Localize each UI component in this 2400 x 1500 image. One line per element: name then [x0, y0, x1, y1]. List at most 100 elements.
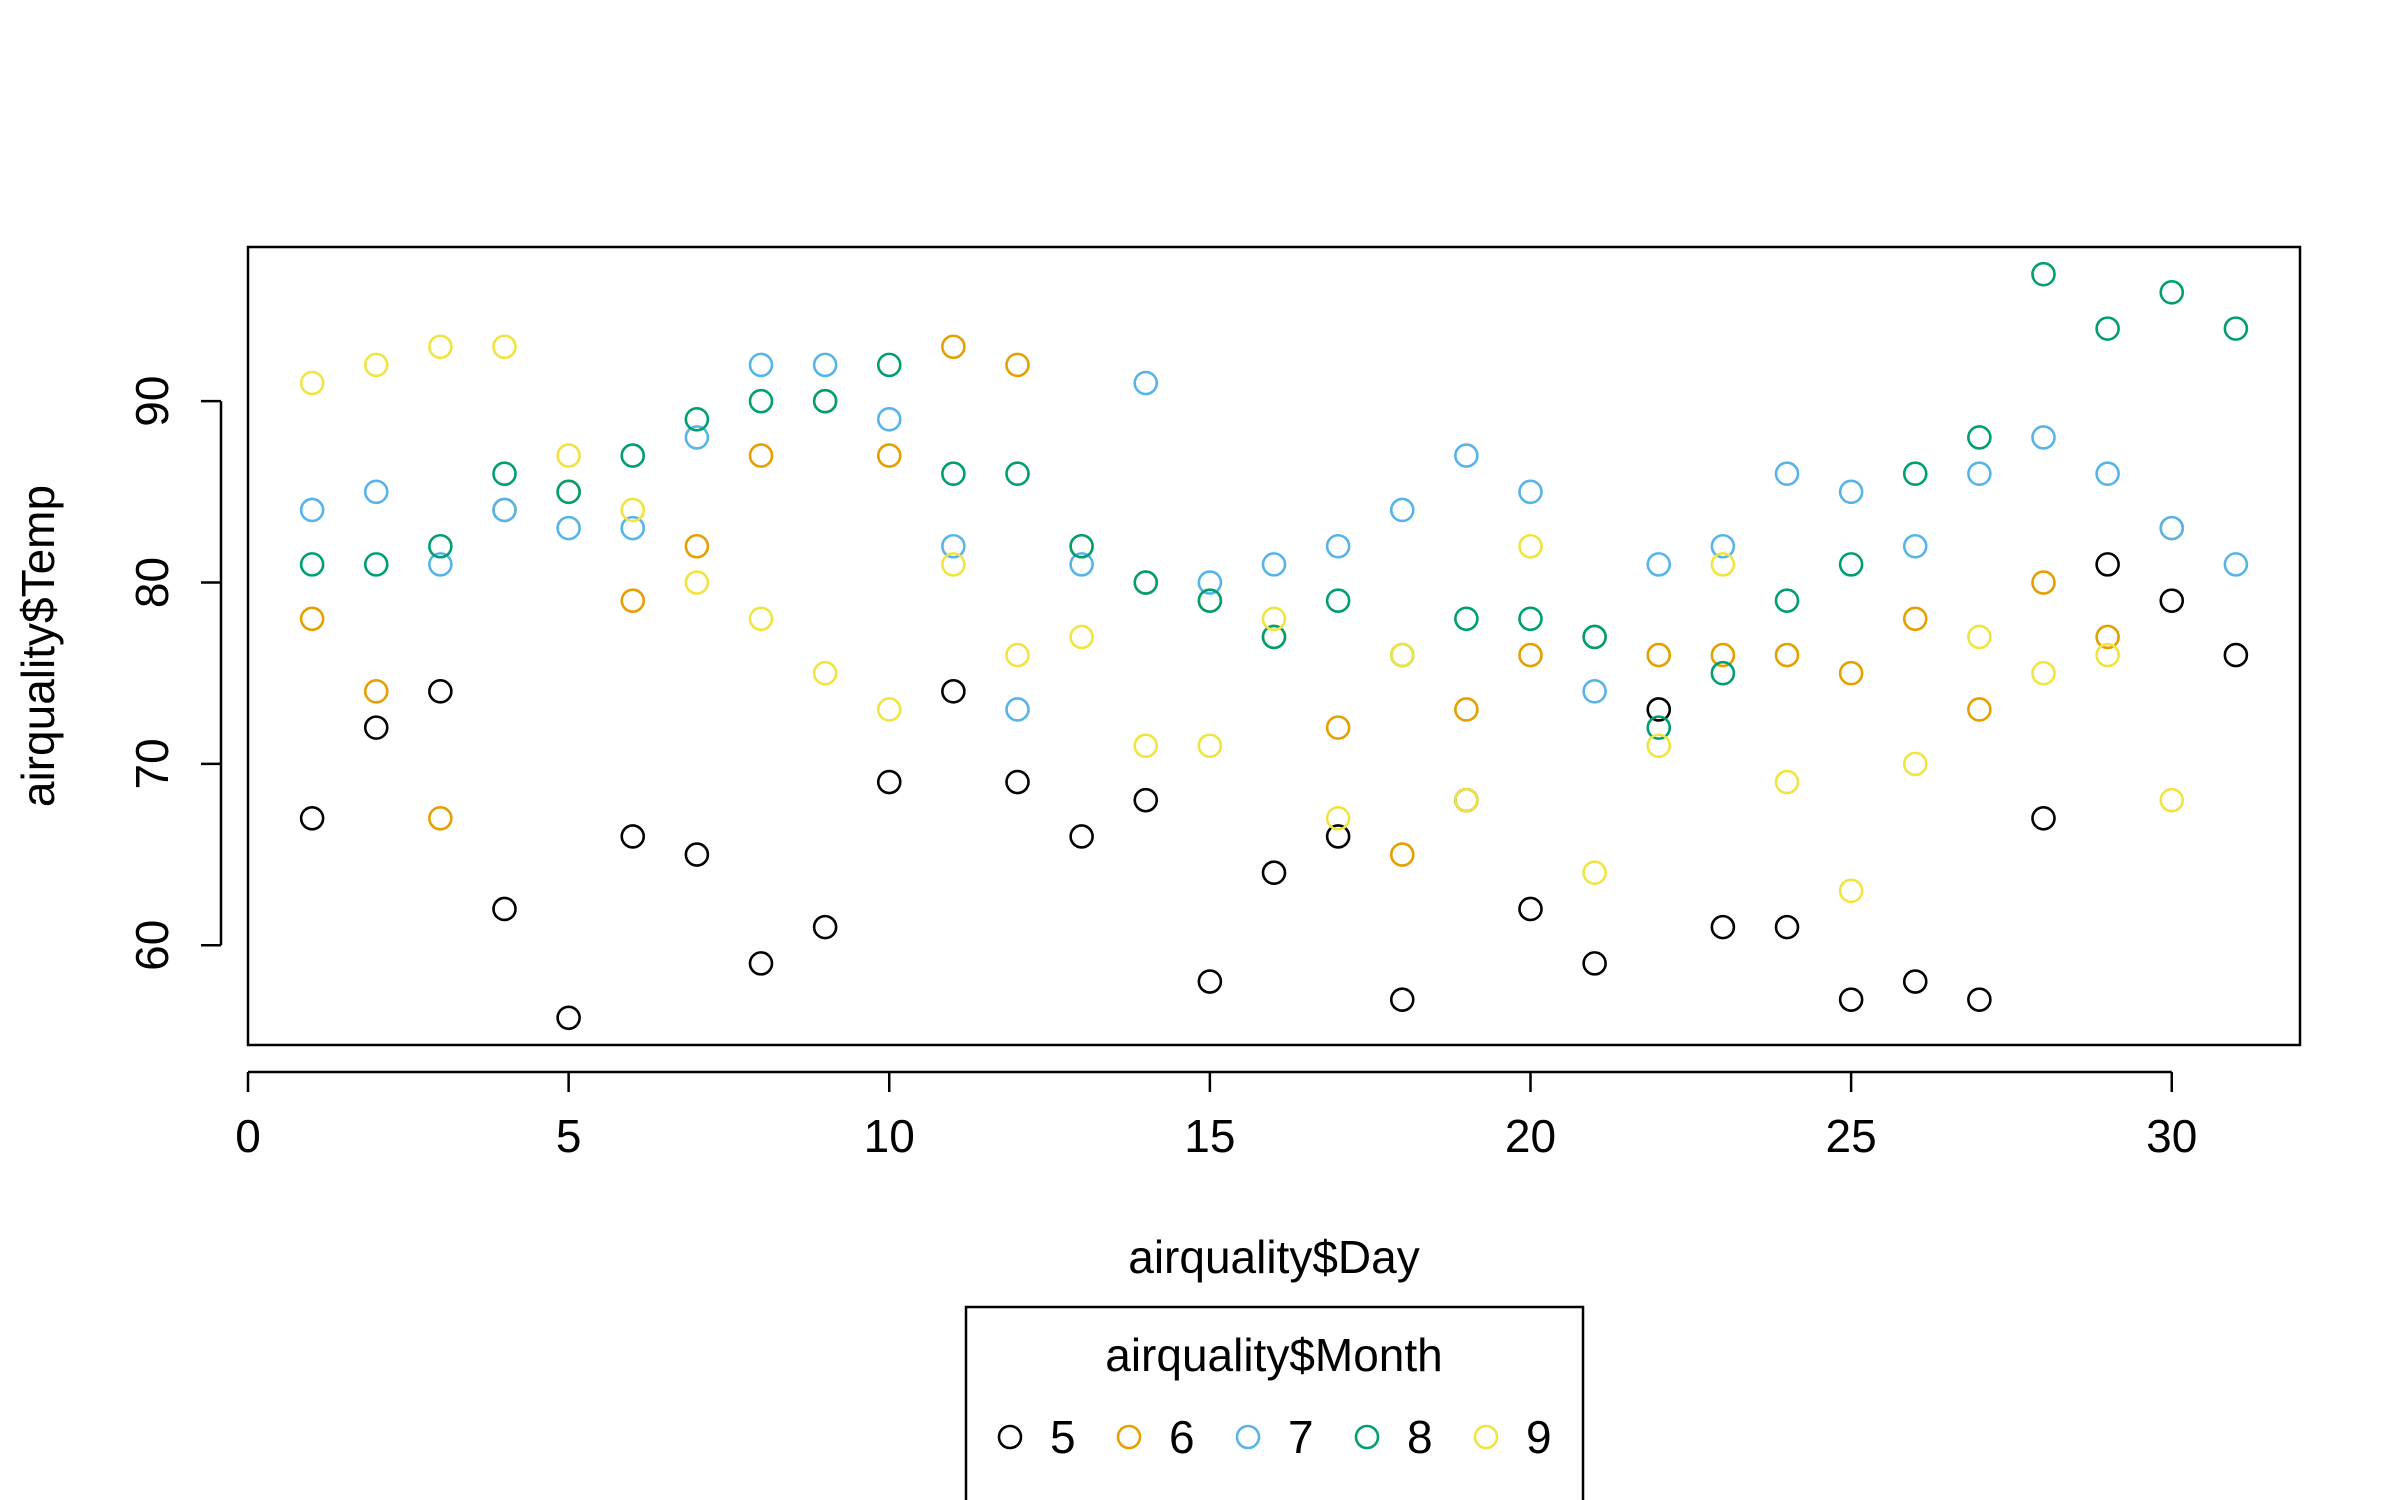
data-point — [1710, 914, 1736, 940]
data-point — [1197, 570, 1223, 595]
series-month-7 — [299, 352, 2249, 722]
y-axis: 60 70 80 90 — [126, 376, 223, 971]
data-point — [1646, 552, 1672, 577]
data-point — [492, 896, 517, 922]
legend-title: airquality$Month — [1105, 1329, 1443, 1381]
data-point — [684, 842, 710, 867]
data-point — [2159, 787, 2185, 813]
data-point — [1454, 606, 1479, 632]
data-point — [748, 388, 774, 414]
data-point — [1069, 533, 1094, 559]
data-point — [1325, 588, 1351, 613]
data-point — [428, 334, 453, 360]
x-tick-label: 5 — [556, 1110, 582, 1162]
data-point — [2159, 280, 2185, 305]
y-tick-label: 60 — [126, 920, 178, 971]
legend-label: 8 — [1407, 1411, 1433, 1463]
y-axis-label: airquality$Temp — [12, 485, 64, 807]
data-point — [876, 769, 902, 795]
data-point — [1133, 787, 1159, 813]
data-point — [1069, 624, 1094, 650]
data-point — [1261, 860, 1287, 886]
data-point — [2223, 552, 2249, 577]
series-month-9 — [299, 334, 2185, 904]
legend-symbol — [1116, 1424, 1142, 1450]
data-point — [1967, 461, 1992, 487]
data-point — [620, 497, 646, 523]
data-point — [748, 443, 774, 468]
data-point — [1646, 697, 1672, 722]
data-point — [2223, 316, 2249, 341]
x-axis: 0 5 10 15 20 25 30 — [235, 1070, 2197, 1162]
data-point — [363, 552, 389, 577]
data-point — [876, 352, 902, 378]
data-point — [1902, 461, 1928, 487]
data-point — [1325, 805, 1351, 831]
data-point — [1902, 751, 1928, 777]
data-point — [1582, 624, 1607, 650]
data-point — [428, 552, 453, 577]
data-point — [2031, 570, 2056, 595]
legend-symbol — [997, 1424, 1023, 1450]
data-point — [1454, 443, 1479, 468]
data-point — [684, 425, 710, 450]
data-point — [1582, 860, 1607, 886]
data-point — [363, 715, 389, 740]
data-point — [1069, 824, 1094, 849]
data-point — [492, 461, 517, 487]
legend-label: 9 — [1526, 1411, 1552, 1463]
legend: airquality$Month 5 6 7 8 9 — [964, 1305, 1585, 1500]
data-point — [428, 679, 453, 704]
data-point — [1838, 987, 1864, 1012]
data-point — [1133, 370, 1159, 396]
data-point — [1774, 461, 1800, 487]
data-point — [2031, 660, 2056, 686]
data-point — [812, 388, 838, 414]
data-point — [941, 533, 966, 559]
data-point — [2095, 642, 2120, 668]
data-point — [748, 951, 774, 976]
data-point — [1838, 479, 1864, 505]
data-point — [1902, 606, 1928, 632]
data-point — [1325, 824, 1351, 849]
data-point — [2159, 588, 2185, 613]
series-month-8 — [299, 261, 2249, 740]
data-point — [1005, 461, 1030, 487]
data-point — [1774, 769, 1800, 795]
data-point — [1838, 552, 1864, 577]
data-point — [1133, 570, 1159, 595]
data-point — [1518, 896, 1543, 922]
data-point — [556, 443, 581, 468]
legend-box — [964, 1305, 1585, 1500]
data-point — [492, 497, 517, 523]
data-point — [620, 824, 646, 849]
data-point — [1774, 588, 1800, 613]
data-point — [1197, 588, 1223, 613]
data-point — [812, 914, 838, 940]
data-point — [2159, 515, 2185, 541]
data-point — [1646, 733, 1672, 759]
data-point — [363, 352, 389, 378]
data-point — [2095, 461, 2120, 487]
x-tick-label: 25 — [1826, 1110, 1877, 1162]
x-tick-label: 15 — [1184, 1110, 1235, 1162]
data-point — [1967, 624, 1992, 650]
data-point — [620, 515, 646, 541]
data-point — [748, 606, 774, 632]
data-point — [299, 805, 325, 831]
data-point — [684, 570, 710, 595]
data-point — [1325, 533, 1351, 559]
data-point — [1774, 914, 1800, 940]
data-point — [2223, 642, 2249, 668]
data-point — [620, 588, 646, 613]
data-point — [876, 406, 902, 432]
x-tick-label: 10 — [864, 1110, 915, 1162]
data-point — [1838, 878, 1864, 904]
legend-label: 5 — [1050, 1411, 1076, 1463]
data-point — [748, 352, 774, 378]
data-point — [1838, 660, 1864, 686]
data-point — [941, 679, 966, 704]
data-point — [941, 334, 966, 360]
data-point — [2095, 624, 2120, 650]
